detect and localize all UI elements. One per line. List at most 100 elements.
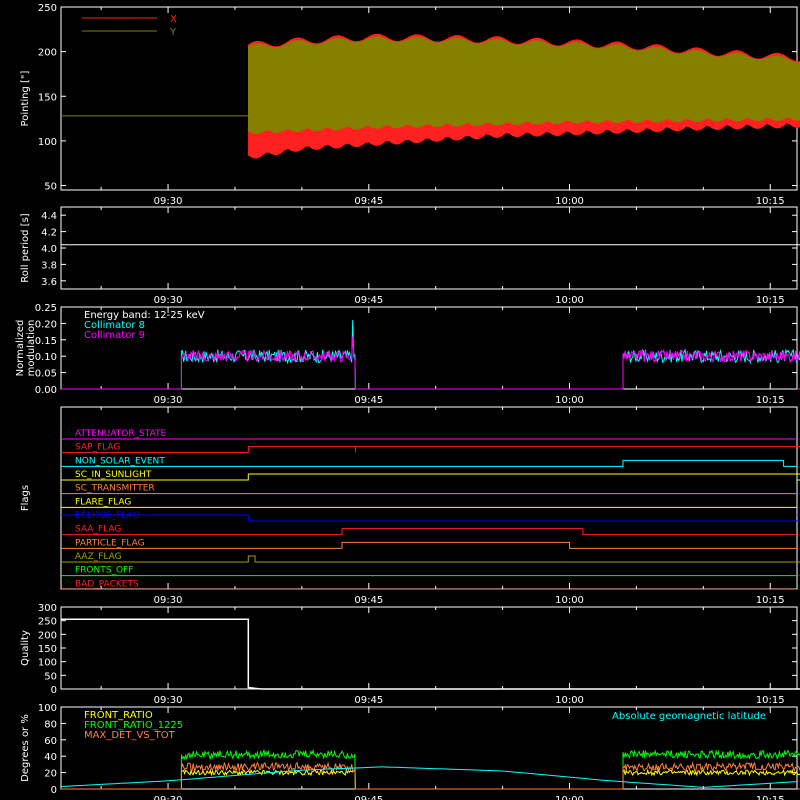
- panel-flags: 09:3009:4510:0010:1510:3010:45FlagsATTEN…: [20, 406, 800, 606]
- y-tick-label: 250: [38, 617, 57, 628]
- legend-label: FRONT_RATIO_1225: [84, 720, 183, 731]
- x-tick-label: 09:30: [154, 695, 183, 706]
- y-axis-label: modulation: [26, 320, 37, 377]
- y-tick-label: 100: [38, 703, 57, 714]
- y-axis-label: Quality: [20, 630, 31, 666]
- y-tick-label: 250: [38, 3, 57, 14]
- flag-label: PARTICLE_FLAG: [75, 538, 145, 548]
- x-tick-label: 09:30: [154, 795, 183, 800]
- y-tick-label: 3.8: [41, 260, 57, 271]
- x-tick-label: 09:45: [354, 196, 383, 207]
- flag-line-non-solar-event: [61, 459, 797, 467]
- y-axis-label: Flags: [20, 485, 31, 511]
- y-axis-label: Degrees or %: [20, 714, 31, 782]
- series-y-band: [248, 36, 800, 134]
- flag-label: SAA_FLAG: [75, 525, 121, 535]
- y-tick-label: 200: [38, 48, 57, 59]
- y-tick-label: 0.20: [35, 319, 57, 330]
- flag-label: FLARE_FLAG: [75, 497, 131, 507]
- flag-line-saa-flag: [61, 528, 797, 536]
- x-tick-label: 10:15: [756, 795, 785, 800]
- y-tick-label: 0.10: [35, 352, 57, 363]
- series-front-ratio-1225: [61, 748, 800, 790]
- y-tick-label: 0.15: [35, 336, 57, 347]
- x-tick-label: 10:15: [756, 295, 785, 306]
- series-quality: [61, 618, 800, 690]
- flag-line-eclipse-flag: [61, 514, 800, 522]
- x-tick-label: 09:45: [354, 295, 383, 306]
- flag-label: ATTENUATOR_STATE: [75, 429, 167, 439]
- y-tick-label: 50: [44, 182, 57, 193]
- flag-label: NON_SOLAR_EVENT: [75, 456, 165, 466]
- x-tick-label: 10:00: [555, 295, 584, 306]
- y-tick-label: 150: [38, 92, 57, 103]
- y-tick-label: 4.2: [41, 228, 57, 239]
- y-tick-label: 4.4: [41, 211, 57, 222]
- legend-label: Collimator 9: [84, 330, 145, 341]
- y-tick-label: 80: [44, 719, 57, 730]
- x-tick-label: 10:15: [756, 695, 785, 706]
- flag-line-sc-in-sunlight: [61, 473, 800, 481]
- y-tick-label: 40: [44, 752, 57, 763]
- panel-roll: 09:3009:4510:0010:1510:3010:453.63.84.04…: [20, 206, 800, 306]
- panel-modulation: 09:3009:4510:0010:1510:3010:450.000.050.…: [15, 303, 800, 406]
- legend-label: Y: [169, 27, 177, 38]
- x-tick-label: 09:30: [154, 196, 183, 207]
- y-tick-label: 0.00: [35, 385, 57, 396]
- y-axis-label: Normalized: [15, 320, 26, 377]
- flag-line-particle-flag: [61, 541, 797, 549]
- flag-label: AAZ_FLAG: [75, 552, 122, 562]
- y-tick-label: 0: [51, 685, 57, 696]
- x-tick-label: 10:15: [756, 196, 785, 207]
- y-tick-label: 4.0: [41, 244, 57, 255]
- x-tick-label: 09:30: [154, 395, 183, 406]
- x-tick-label: 10:15: [756, 395, 785, 406]
- y-tick-label: 20: [44, 769, 57, 780]
- y-tick-label: 3.6: [41, 277, 57, 288]
- x-tick-label: 09:45: [354, 595, 383, 606]
- y-tick-label: 60: [44, 736, 57, 747]
- x-tick-label: 10:00: [555, 395, 584, 406]
- y-tick-label: 100: [38, 658, 57, 669]
- y-tick-label: 0.25: [35, 303, 57, 314]
- y-tick-label: 200: [38, 630, 57, 641]
- flag-label: SC_IN_SUNLIGHT: [75, 470, 152, 480]
- legend-label: FRONT_RATIO: [84, 710, 153, 721]
- x-tick-label: 10:15: [756, 595, 785, 606]
- y-axis-label: Pointing ["]: [20, 70, 31, 126]
- annotation-label: Absolute geomagnetic latitude: [612, 711, 766, 722]
- flag-label: FRONTS_OFF: [75, 566, 133, 576]
- legend-label: X: [170, 14, 177, 25]
- flag-label: BAD_PACKETS: [75, 579, 139, 589]
- series-front-ratio: [61, 768, 800, 790]
- x-tick-label: 10:00: [555, 795, 584, 800]
- panel-ratios: 09:3009:4510:0010:1510:3010:450204060801…: [20, 703, 800, 800]
- series-geomagnetic-latitude: [60, 766, 798, 788]
- panel-quality: 09:3009:4510:0010:1510:3010:450501001502…: [20, 603, 800, 706]
- x-tick-label: 10:00: [555, 695, 584, 706]
- flag-label: SAP_FLAG: [75, 443, 120, 453]
- y-tick-label: 50: [44, 671, 57, 682]
- legend-label: MAX_DET_VS_TOT: [84, 730, 176, 741]
- x-tick-label: 09:45: [354, 795, 383, 800]
- legend-label: Collimator 8: [84, 320, 145, 331]
- flag-label: SC_TRANSMITTER: [75, 484, 155, 494]
- flag-line-sap-flag: [61, 446, 800, 454]
- y-axis-label: Roll period [s]: [20, 213, 31, 282]
- x-tick-label: 09:45: [354, 395, 383, 406]
- x-tick-label: 10:00: [555, 196, 584, 207]
- y-tick-label: 0: [51, 785, 57, 796]
- series-max-det-vs-tot: [61, 761, 800, 790]
- series-collimator-9: [61, 336, 800, 390]
- y-tick-label: 100: [38, 137, 57, 148]
- y-tick-label: 0.05: [35, 369, 57, 380]
- x-tick-label: 09:30: [154, 295, 183, 306]
- panel-pointing: 09:3009:4510:0010:1510:3010:455010015020…: [20, 3, 800, 207]
- x-tick-label: 10:00: [555, 595, 584, 606]
- flag-label: ECLIPSE_FLAG: [75, 511, 139, 521]
- y-tick-label: 300: [38, 603, 57, 614]
- flag-line-aaz-flag: [61, 555, 800, 563]
- y-tick-label: 150: [38, 644, 57, 655]
- plot-frame: [60, 206, 798, 290]
